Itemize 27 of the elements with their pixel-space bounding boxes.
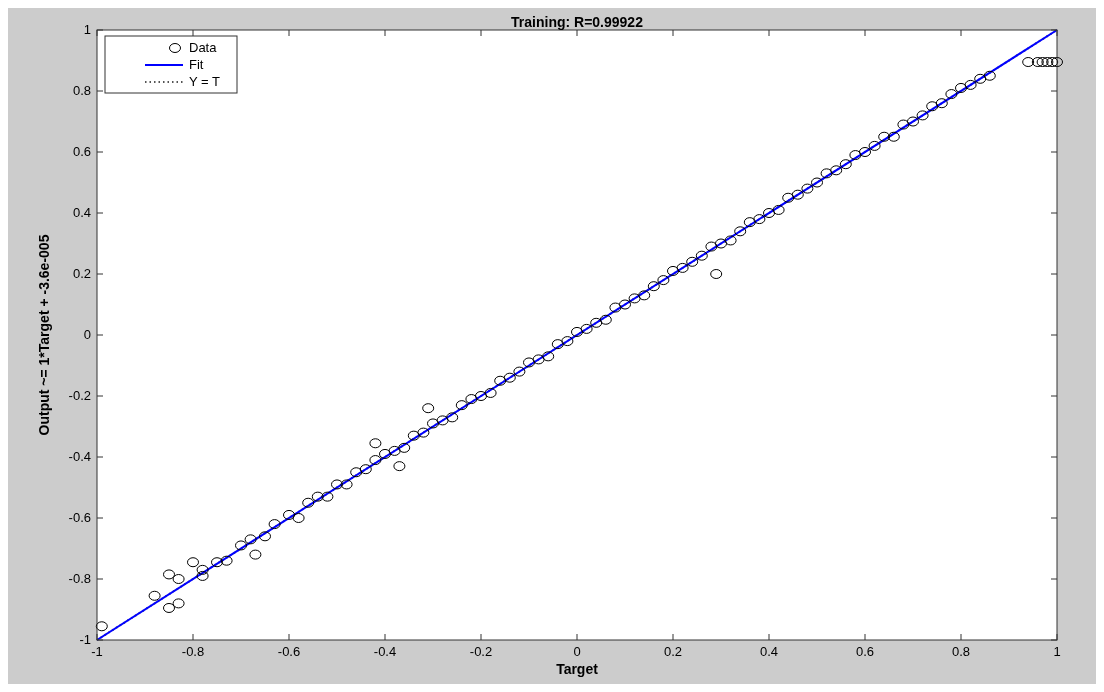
- y-tick-label: -1: [79, 632, 91, 647]
- x-tick-label: -0.4: [373, 644, 397, 659]
- x-tick-label: 0.6: [855, 644, 875, 659]
- x-tick-label: 0.2: [663, 644, 683, 659]
- y-tick-label: 0.6: [72, 144, 91, 159]
- legend-label: Data: [189, 40, 218, 55]
- y-tick-label: -0.6: [68, 510, 91, 525]
- y-tick-label: 0.2: [72, 266, 91, 281]
- x-tick-label: -0.6: [277, 644, 301, 659]
- y-tick-label: -0.8: [68, 571, 91, 586]
- y-axis-title: Output ~= 1*Target + -3.6e-005: [36, 234, 52, 436]
- x-tick-label: 0.8: [951, 644, 971, 659]
- legend-label: Fit: [189, 57, 204, 72]
- y-tick-label: -0.4: [68, 449, 91, 464]
- chart-title: Training: R=0.99922: [511, 14, 644, 30]
- y-tick-label: 0.4: [72, 205, 91, 220]
- y-tick-label: 0.8: [72, 83, 91, 98]
- x-tick-label: -0.8: [181, 644, 205, 659]
- y-tick-label: -0.2: [68, 388, 91, 403]
- legend-label: Y = T: [189, 74, 221, 89]
- y-tick-label: 0: [83, 327, 91, 342]
- x-tick-label: 0: [573, 644, 581, 659]
- x-tick-label: 0.4: [759, 644, 779, 659]
- x-tick-label: -0.2: [469, 644, 493, 659]
- x-tick-label: 1: [1053, 644, 1061, 659]
- x-axis-title: Target: [556, 661, 599, 677]
- y-tick-label: 1: [83, 22, 91, 37]
